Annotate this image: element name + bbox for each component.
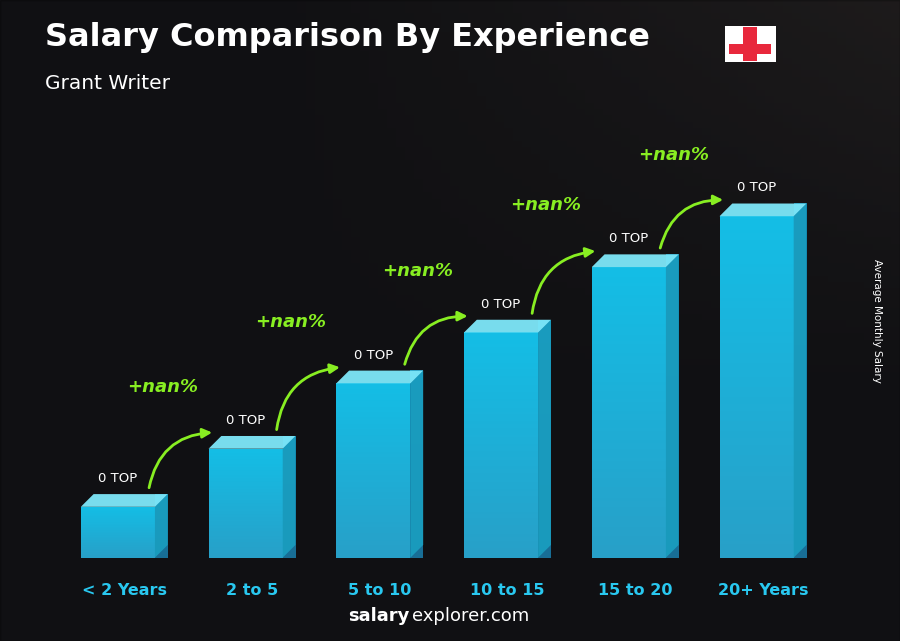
- Polygon shape: [209, 436, 295, 449]
- Text: 0 TOP: 0 TOP: [226, 414, 266, 427]
- Text: Grant Writer: Grant Writer: [45, 74, 170, 93]
- Text: +nan%: +nan%: [255, 313, 326, 331]
- Text: +nan%: +nan%: [382, 262, 454, 279]
- Polygon shape: [283, 436, 295, 558]
- Bar: [729, 44, 770, 54]
- Polygon shape: [538, 320, 551, 558]
- Polygon shape: [592, 254, 679, 267]
- Text: 15 to 20: 15 to 20: [598, 583, 672, 598]
- Text: 5 to 10: 5 to 10: [348, 583, 411, 598]
- Polygon shape: [719, 203, 806, 216]
- Polygon shape: [410, 370, 423, 558]
- Text: 10 to 15: 10 to 15: [470, 583, 544, 598]
- Text: +nan%: +nan%: [638, 146, 709, 163]
- Polygon shape: [794, 203, 806, 558]
- Text: < 2 Years: < 2 Years: [82, 583, 166, 598]
- Text: 0 TOP: 0 TOP: [354, 349, 393, 362]
- Text: salary: salary: [348, 607, 410, 625]
- Text: 0 TOP: 0 TOP: [98, 472, 138, 485]
- Text: 2 to 5: 2 to 5: [226, 583, 278, 598]
- Text: 20+ Years: 20+ Years: [717, 583, 808, 598]
- Text: explorer.com: explorer.com: [412, 607, 529, 625]
- Text: +nan%: +nan%: [127, 378, 198, 396]
- Text: 0 TOP: 0 TOP: [609, 232, 649, 246]
- Text: +nan%: +nan%: [510, 196, 581, 214]
- Bar: [724, 26, 776, 62]
- Polygon shape: [337, 370, 423, 383]
- Text: 0 TOP: 0 TOP: [482, 297, 521, 311]
- Text: Salary Comparison By Experience: Salary Comparison By Experience: [45, 22, 650, 53]
- Polygon shape: [81, 494, 167, 507]
- Polygon shape: [666, 254, 679, 558]
- Text: 0 TOP: 0 TOP: [737, 181, 776, 194]
- Polygon shape: [155, 494, 167, 558]
- Polygon shape: [464, 320, 551, 333]
- Bar: [742, 27, 757, 61]
- Text: Average Monthly Salary: Average Monthly Salary: [872, 258, 883, 383]
